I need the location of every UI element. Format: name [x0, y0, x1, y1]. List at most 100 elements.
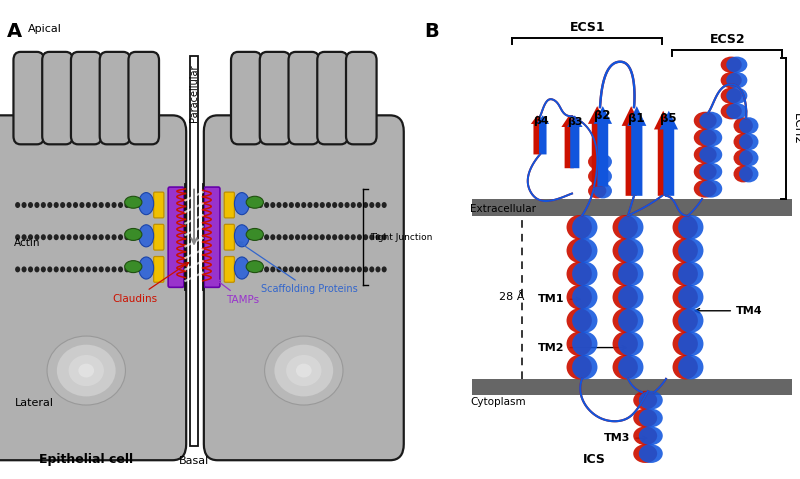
- Ellipse shape: [138, 257, 154, 279]
- FancyArrow shape: [659, 111, 678, 196]
- Ellipse shape: [699, 129, 722, 147]
- Circle shape: [382, 234, 386, 240]
- Circle shape: [370, 202, 374, 208]
- Ellipse shape: [138, 193, 154, 215]
- Ellipse shape: [47, 336, 126, 405]
- FancyBboxPatch shape: [224, 192, 234, 218]
- Circle shape: [345, 266, 350, 273]
- Circle shape: [270, 234, 275, 240]
- Bar: [472, 379, 792, 395]
- Ellipse shape: [639, 391, 662, 410]
- Ellipse shape: [588, 154, 606, 170]
- Ellipse shape: [274, 345, 333, 397]
- FancyBboxPatch shape: [71, 52, 102, 144]
- Ellipse shape: [594, 169, 612, 184]
- Circle shape: [277, 202, 282, 208]
- Text: β5: β5: [661, 112, 677, 125]
- FancyBboxPatch shape: [154, 257, 164, 282]
- Circle shape: [295, 266, 300, 273]
- Ellipse shape: [726, 88, 747, 104]
- Text: Lateral: Lateral: [15, 398, 54, 408]
- Ellipse shape: [125, 261, 142, 273]
- Ellipse shape: [572, 262, 598, 286]
- Text: β2: β2: [594, 109, 610, 122]
- FancyArrow shape: [594, 106, 612, 187]
- Bar: [472, 199, 792, 216]
- Circle shape: [320, 266, 325, 273]
- Circle shape: [47, 202, 52, 208]
- Ellipse shape: [572, 355, 598, 379]
- Circle shape: [252, 202, 257, 208]
- Circle shape: [282, 202, 288, 208]
- Circle shape: [357, 266, 362, 273]
- Circle shape: [289, 202, 294, 208]
- Circle shape: [28, 266, 33, 273]
- Circle shape: [66, 266, 72, 273]
- Circle shape: [282, 234, 288, 240]
- Circle shape: [144, 234, 149, 240]
- Text: β3: β3: [567, 116, 583, 126]
- Circle shape: [111, 234, 117, 240]
- Circle shape: [246, 234, 250, 240]
- Ellipse shape: [618, 308, 643, 333]
- Ellipse shape: [613, 262, 638, 286]
- Circle shape: [258, 202, 263, 208]
- Circle shape: [73, 234, 78, 240]
- Circle shape: [111, 266, 117, 273]
- Circle shape: [54, 266, 58, 273]
- Circle shape: [370, 266, 374, 273]
- Ellipse shape: [634, 444, 657, 463]
- Circle shape: [92, 202, 98, 208]
- FancyArrow shape: [567, 115, 582, 168]
- Ellipse shape: [699, 146, 722, 164]
- Ellipse shape: [588, 169, 606, 184]
- Ellipse shape: [286, 355, 322, 386]
- Ellipse shape: [234, 193, 250, 215]
- Circle shape: [118, 234, 123, 240]
- Circle shape: [41, 266, 46, 273]
- Circle shape: [301, 202, 306, 208]
- Circle shape: [86, 266, 91, 273]
- Text: Apical: Apical: [28, 24, 62, 34]
- Circle shape: [73, 202, 78, 208]
- Circle shape: [382, 202, 386, 208]
- Circle shape: [320, 234, 325, 240]
- Text: Cytoplasm: Cytoplasm: [470, 397, 526, 407]
- Ellipse shape: [566, 355, 592, 379]
- Circle shape: [239, 202, 245, 208]
- Text: ECS2: ECS2: [710, 34, 745, 46]
- Circle shape: [239, 266, 245, 273]
- Ellipse shape: [673, 262, 698, 286]
- Text: B: B: [424, 23, 438, 42]
- Ellipse shape: [613, 215, 638, 240]
- Circle shape: [382, 266, 386, 273]
- Ellipse shape: [572, 239, 598, 263]
- Circle shape: [138, 234, 142, 240]
- Ellipse shape: [566, 308, 592, 333]
- Ellipse shape: [566, 239, 592, 263]
- Circle shape: [22, 266, 26, 273]
- Circle shape: [320, 202, 325, 208]
- Circle shape: [34, 234, 39, 240]
- Circle shape: [307, 202, 313, 208]
- Ellipse shape: [618, 331, 643, 356]
- Ellipse shape: [566, 285, 592, 309]
- Text: Epithelial cell: Epithelial cell: [39, 453, 134, 466]
- Ellipse shape: [634, 426, 657, 445]
- Circle shape: [79, 234, 85, 240]
- Text: A: A: [7, 23, 22, 42]
- FancyBboxPatch shape: [224, 224, 234, 250]
- Circle shape: [363, 266, 368, 273]
- Ellipse shape: [678, 355, 703, 379]
- Ellipse shape: [78, 364, 94, 377]
- FancyBboxPatch shape: [260, 52, 290, 144]
- Circle shape: [124, 266, 130, 273]
- FancyArrow shape: [627, 106, 646, 196]
- Circle shape: [22, 202, 26, 208]
- Ellipse shape: [566, 215, 592, 240]
- Text: β1: β1: [628, 112, 644, 125]
- Circle shape: [270, 266, 275, 273]
- Ellipse shape: [673, 285, 698, 309]
- Circle shape: [131, 202, 136, 208]
- Ellipse shape: [572, 285, 598, 309]
